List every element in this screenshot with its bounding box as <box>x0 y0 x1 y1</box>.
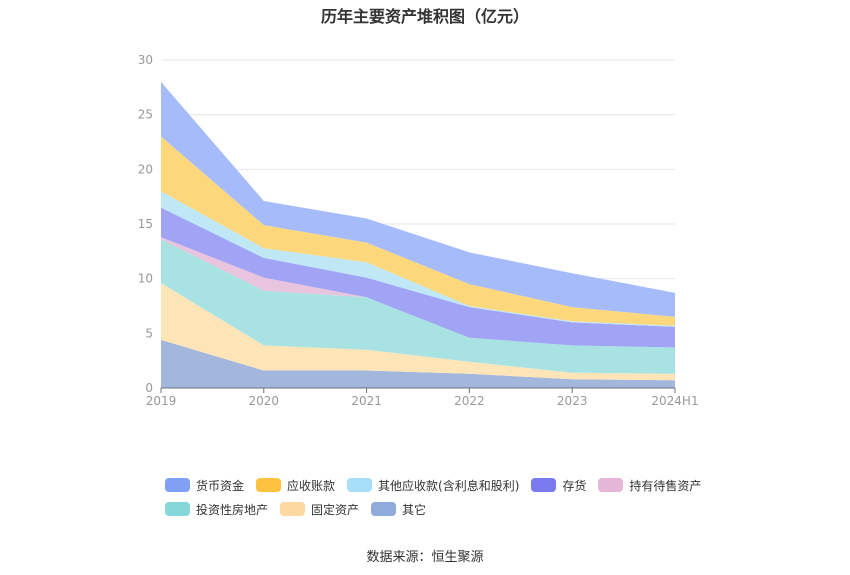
x-tick-label: 2024H1 <box>651 394 698 408</box>
legend-swatch <box>165 478 190 492</box>
chart-title: 历年主要资产堆积图（亿元） <box>320 7 529 26</box>
legend-label: 存货 <box>562 478 587 493</box>
y-tick-label: 20 <box>138 162 153 176</box>
legend-item[interactable]: 应收账款 <box>256 477 335 494</box>
area-series <box>161 239 675 374</box>
legend: 货币资金 应收账款 其他应收款(含利息和股利) 存货 持有待售资产 投资性房地产 固定资产… <box>165 473 725 521</box>
legend-swatch <box>256 478 282 492</box>
area-series <box>161 207 675 348</box>
y-tick-label: 30 <box>138 53 153 67</box>
legend-label: 持有待售资产 <box>629 478 702 493</box>
legend-item[interactable]: 其他应收款(含利息和股利) <box>347 477 519 494</box>
legend-item[interactable]: 存货 <box>531 477 586 494</box>
y-tick-label: 25 <box>138 108 153 122</box>
legend-item[interactable]: 货币资金 <box>165 477 244 494</box>
legend-item[interactable]: 持有待售资产 <box>598 477 701 494</box>
y-tick-label: 15 <box>138 217 153 231</box>
source-note: 数据来源：恒生聚源 <box>366 550 484 565</box>
legend-label: 投资性房地产 <box>196 502 269 517</box>
legend-label: 应收账款 <box>287 478 336 493</box>
x-tick-label: 2023 <box>557 394 588 408</box>
legend-row: 货币资金 应收账款 其他应收款(含利息和股利) 存货 持有待售资产 <box>165 473 725 497</box>
area-series <box>161 283 675 381</box>
legend-row: 投资性房地产 固定资产 其它 <box>165 497 725 521</box>
legend-item[interactable]: 投资性房地产 <box>165 501 268 518</box>
legend-swatch <box>531 478 557 492</box>
legend-swatch <box>371 502 397 516</box>
legend-item[interactable]: 固定资产 <box>280 501 359 518</box>
legend-swatch <box>165 502 190 516</box>
x-tick-label: 2020 <box>249 394 280 408</box>
legend-label: 其他应收款(含利息和股利) <box>378 478 520 493</box>
legend-swatch <box>280 502 306 516</box>
y-tick-label: 5 <box>145 326 153 340</box>
legend-label: 货币资金 <box>196 478 245 493</box>
legend-item[interactable]: 其它 <box>371 501 426 518</box>
x-tick-label: 2022 <box>454 394 485 408</box>
y-tick-label: 10 <box>138 272 153 286</box>
area-series <box>161 136 675 326</box>
legend-label: 固定资产 <box>311 502 360 517</box>
area-series <box>161 81 675 317</box>
legend-swatch <box>598 478 624 492</box>
x-tick-label: 2021 <box>351 394 382 408</box>
y-tick-label: 0 <box>145 381 153 395</box>
legend-label: 其它 <box>402 502 427 517</box>
legend-swatch <box>347 478 373 492</box>
x-tick-label: 2019 <box>146 394 177 408</box>
area-series <box>161 339 675 388</box>
